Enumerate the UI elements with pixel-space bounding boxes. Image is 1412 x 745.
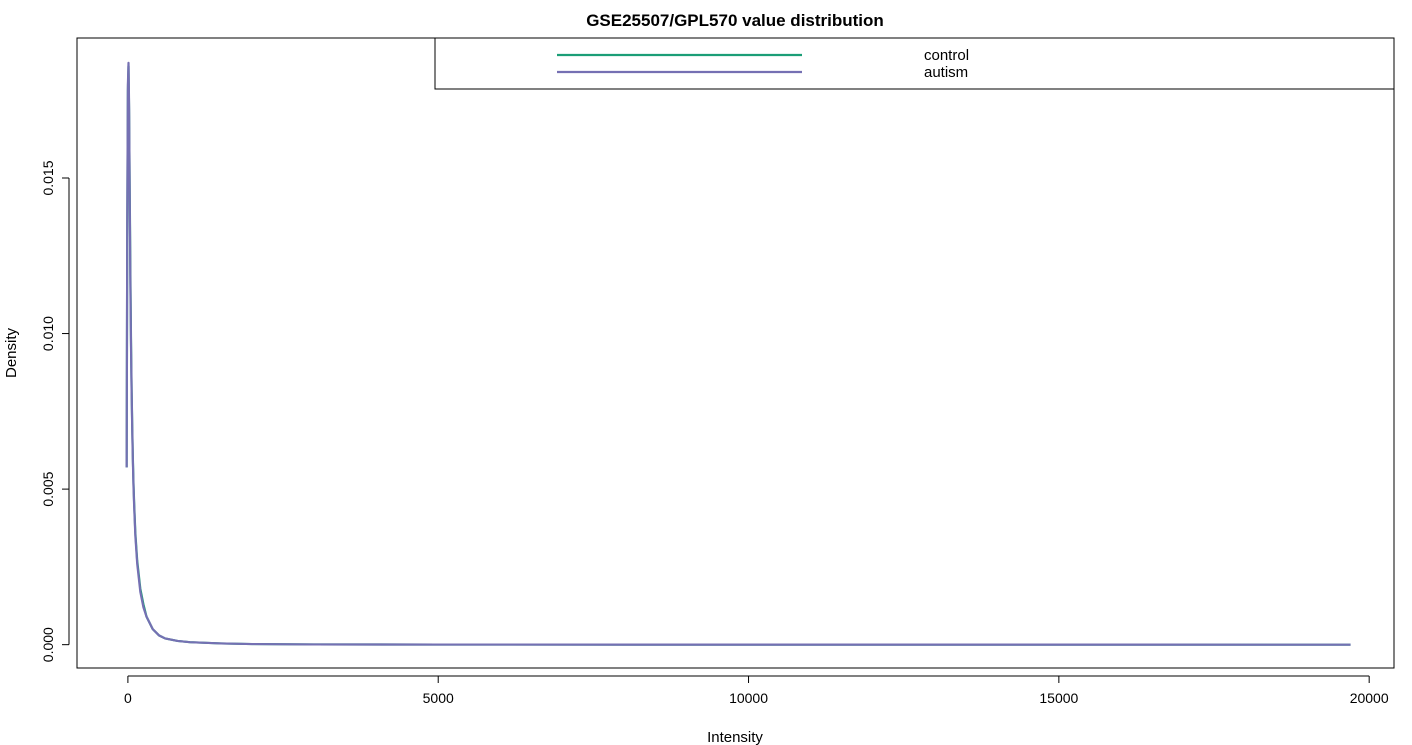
y-tick-label: 0.015	[40, 160, 56, 195]
x-axis: 0 5000 10000 15000 20000	[124, 675, 1389, 706]
x-tick-label: 0	[124, 690, 132, 706]
x-axis-label: Intensity	[707, 729, 763, 745]
y-axis-label: Density	[3, 327, 20, 378]
y-tick-label: 0.010	[40, 316, 56, 351]
legend-box	[434, 37, 1395, 90]
x-tick-label: 15000	[1039, 690, 1078, 706]
series-line-control	[125, 64, 1351, 646]
legend-label-control: control	[924, 47, 969, 64]
y-tick-label: 0.005	[40, 471, 56, 506]
y-tick-label: 0.000	[40, 627, 56, 662]
x-tick-label: 20000	[1350, 690, 1389, 706]
y-axis: 0.000 0.005 0.010 0.015	[40, 160, 70, 662]
plot-frame	[76, 37, 1395, 669]
legend-label-autism: autism	[924, 64, 968, 81]
x-tick-label: 5000	[423, 690, 454, 706]
chart-title: GSE25507/GPL570 value distribution	[586, 11, 884, 30]
series-layer	[125, 61, 1351, 646]
x-tick-label: 10000	[729, 690, 768, 706]
series-line-autism	[125, 61, 1351, 646]
